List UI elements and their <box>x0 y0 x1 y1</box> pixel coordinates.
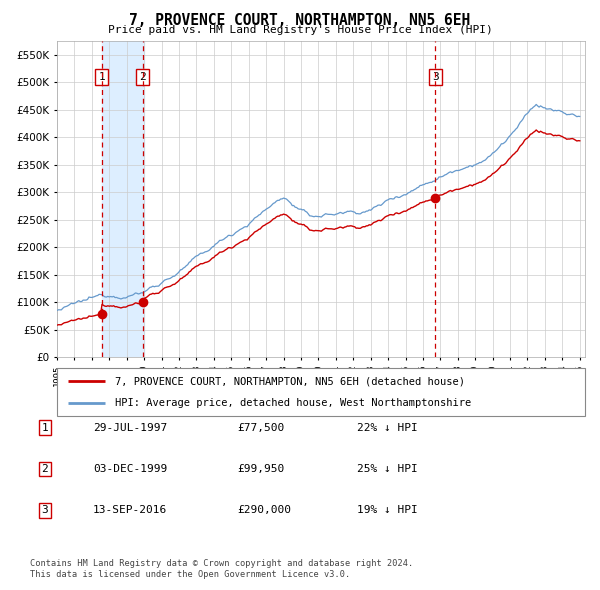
Text: 19% ↓ HPI: 19% ↓ HPI <box>357 506 418 515</box>
Text: 2: 2 <box>139 72 146 82</box>
Text: HPI: Average price, detached house, West Northamptonshire: HPI: Average price, detached house, West… <box>115 398 472 408</box>
Text: 25% ↓ HPI: 25% ↓ HPI <box>357 464 418 474</box>
Text: 29-JUL-1997: 29-JUL-1997 <box>93 423 167 432</box>
Text: 7, PROVENCE COURT, NORTHAMPTON, NN5 6EH (detached house): 7, PROVENCE COURT, NORTHAMPTON, NN5 6EH … <box>115 376 465 386</box>
Text: 1: 1 <box>98 72 105 82</box>
Text: Contains HM Land Registry data © Crown copyright and database right 2024.: Contains HM Land Registry data © Crown c… <box>30 559 413 568</box>
Text: 03-DEC-1999: 03-DEC-1999 <box>93 464 167 474</box>
Text: 1: 1 <box>41 423 49 432</box>
Bar <box>102 41 144 357</box>
Text: £99,950: £99,950 <box>237 464 284 474</box>
Text: 22% ↓ HPI: 22% ↓ HPI <box>357 423 418 432</box>
Text: This data is licensed under the Open Government Licence v3.0.: This data is licensed under the Open Gov… <box>30 571 350 579</box>
Text: £290,000: £290,000 <box>237 506 291 515</box>
Text: £77,500: £77,500 <box>237 423 284 432</box>
Text: 3: 3 <box>41 506 49 515</box>
Text: Price paid vs. HM Land Registry's House Price Index (HPI): Price paid vs. HM Land Registry's House … <box>107 25 493 35</box>
Text: 13-SEP-2016: 13-SEP-2016 <box>93 506 167 515</box>
Text: 3: 3 <box>432 72 439 82</box>
Text: 2: 2 <box>41 464 49 474</box>
Text: 7, PROVENCE COURT, NORTHAMPTON, NN5 6EH: 7, PROVENCE COURT, NORTHAMPTON, NN5 6EH <box>130 13 470 28</box>
